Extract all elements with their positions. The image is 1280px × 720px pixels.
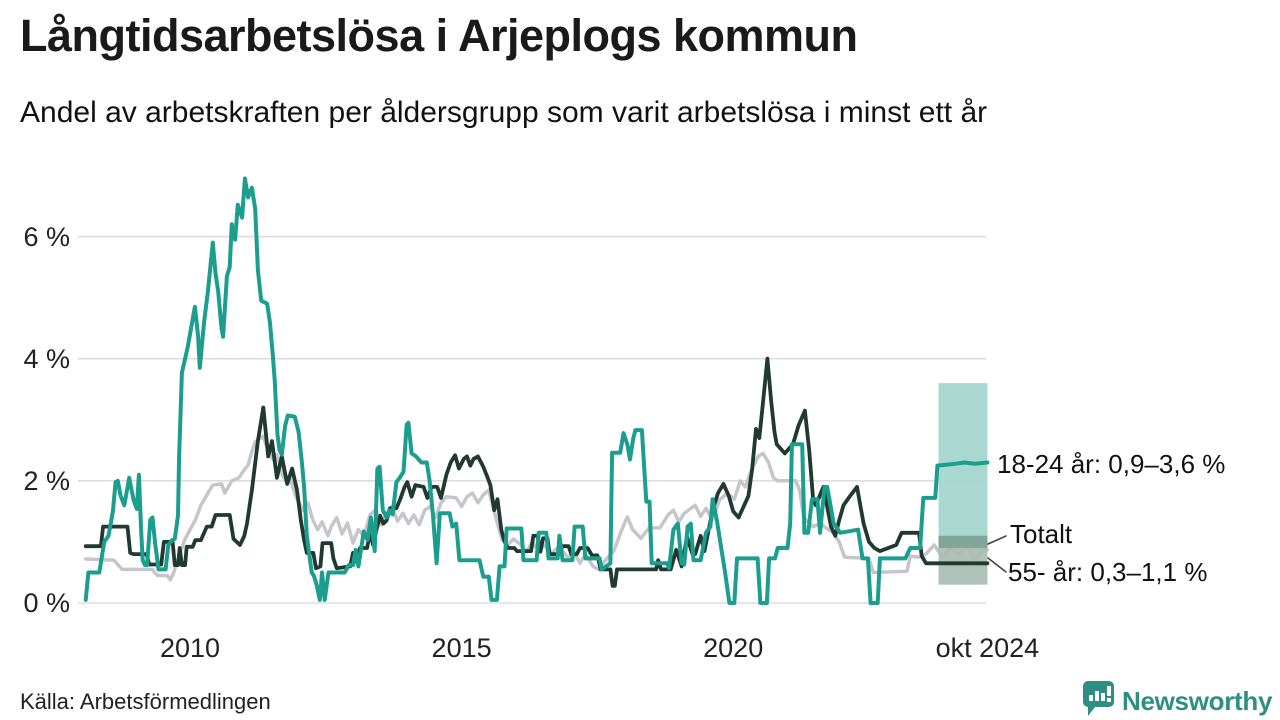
page-subtitle: Andel av arbetskraften per åldersgrupp s… [20,96,988,129]
series-label-55: 55- år: 0,3–1,1 % [1008,557,1208,587]
x-axis-tick-2015: 2015 [431,633,492,663]
y-axis-tick-0: 0 % [23,588,70,618]
y-axis-tick-6: 6 % [23,221,70,252]
newsworthy-logo[interactable]: Newsworthy [1082,680,1272,720]
series-label-totalt: Totalt [1010,519,1073,549]
newsworthy-wordmark: Newsworthy [1122,685,1273,716]
page-title: Långtidsarbetslösa i Arjeplogs kommun [20,10,858,61]
x-axis-tick-2020: 2020 [703,633,764,663]
source-note: Källa: Arbetsförmedlingen [20,689,271,714]
newsworthy-icon [1082,680,1115,720]
y-axis-tick-4: 4 % [23,343,70,374]
series-label-18-24: 18-24 år: 0,9–3,6 % [997,449,1226,479]
x-axis-tick-2010: 2010 [159,633,221,663]
x-axis-tick-okt-2024: okt 2024 [935,633,1040,663]
y-axis-tick-2: 2 % [23,465,70,496]
